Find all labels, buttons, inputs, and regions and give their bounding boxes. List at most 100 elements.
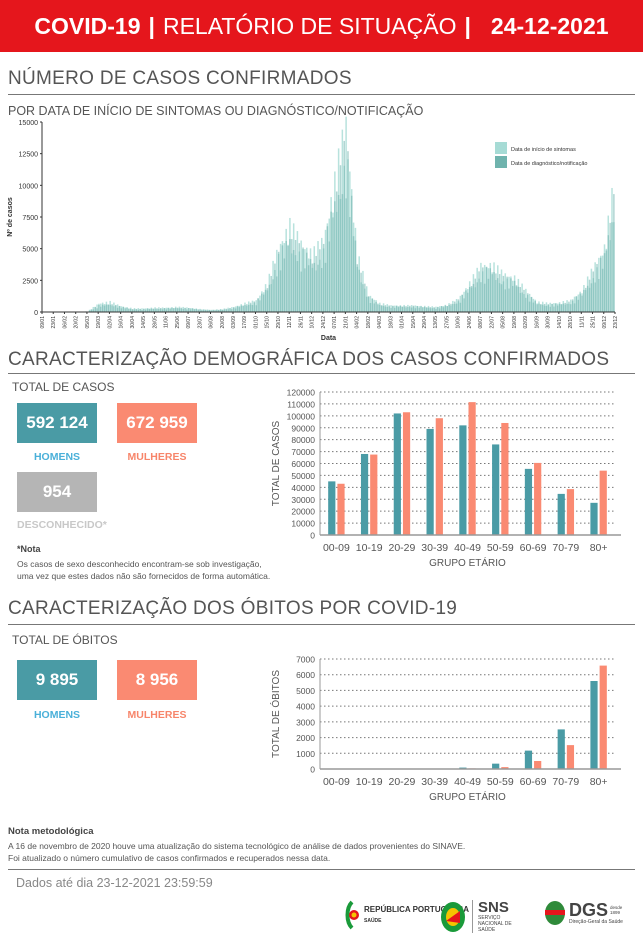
data-bar <box>197 309 199 312</box>
data-bar <box>508 288 510 312</box>
women-bar <box>402 412 411 535</box>
data-bar <box>465 290 467 312</box>
x-tick-label: 28/10 <box>568 316 574 329</box>
y-tick-label: 15000 <box>19 120 39 127</box>
data-bar <box>334 201 336 312</box>
data-bar <box>399 306 402 312</box>
x-tick-label: 04/02 <box>355 316 361 329</box>
data-bar <box>135 308 138 312</box>
y-tick-label: 0 <box>34 310 38 317</box>
data-bar <box>560 304 563 312</box>
data-bar <box>590 283 593 312</box>
x-tick-label: 22/07 <box>489 316 495 329</box>
data-bar <box>262 294 265 312</box>
data-bar <box>289 239 291 312</box>
data-bar <box>577 299 580 312</box>
data-bar <box>199 309 201 312</box>
data-bar <box>324 262 327 312</box>
data-bar <box>586 285 589 312</box>
men-bar <box>426 428 434 535</box>
data-bar <box>570 304 572 312</box>
data-bar <box>343 140 345 312</box>
data-bar <box>498 274 501 312</box>
method-note-line: Foi atualizado o número cumulativo de ca… <box>8 853 331 863</box>
data-bar <box>113 306 115 312</box>
data-bar <box>609 222 611 312</box>
men-bar <box>393 413 401 535</box>
data-bar <box>283 258 286 312</box>
data-bar <box>543 303 546 312</box>
data-bar <box>169 308 171 312</box>
x-tick-label: 06/08 <box>209 316 215 329</box>
data-bar <box>429 307 432 312</box>
data-bar <box>328 241 330 312</box>
x-tick-label: 16/09 <box>534 316 540 329</box>
men-label: HOMENS <box>33 451 81 463</box>
x-tick-label: 23/07 <box>197 316 203 329</box>
note-line: Os casos de sexo desconhecido encontram-… <box>17 559 262 569</box>
data-bar <box>483 283 486 312</box>
data-bar <box>459 302 462 312</box>
cases-by-age-chart: 0 10000 20000 30000 40000 50000 60000 70000 8000… <box>271 388 621 569</box>
data-bar <box>332 217 334 312</box>
x-tick-label: 24/12 <box>321 316 327 329</box>
data-bar <box>294 240 297 312</box>
data-bar <box>482 267 484 312</box>
data-bar <box>536 304 538 312</box>
dgs-logo: DGS desde 1899 Direção-Geral da Saúde <box>544 900 623 926</box>
data-bar <box>491 274 493 312</box>
data-bar <box>354 240 357 312</box>
y-tick-label: 7000 <box>296 655 315 665</box>
data-bar <box>223 309 226 312</box>
total-cases-label: TOTAL DE CASOS <box>12 380 115 394</box>
women-bar <box>566 745 575 769</box>
data-bar <box>422 307 424 312</box>
data-bar <box>457 299 460 312</box>
data-bar <box>553 306 555 312</box>
data-bar <box>322 243 325 312</box>
men-bar <box>524 750 533 769</box>
data-bar <box>311 263 314 312</box>
x-axis-title: GRUPO ETÁRIO <box>429 556 506 569</box>
sns-logo: SNS SERVIÇO NACIONAL DE SAÚDE <box>440 900 522 933</box>
data-bar <box>124 308 126 312</box>
x-tick-label: 26/11 <box>298 316 304 328</box>
data-bar <box>216 309 218 312</box>
data-bar <box>564 302 566 312</box>
data-bar <box>575 296 578 312</box>
x-tick-label: 80+ <box>590 776 608 788</box>
data-bar <box>382 305 385 312</box>
data-bar <box>287 245 289 312</box>
y-tick-label: 20000 <box>291 507 315 517</box>
data-bar <box>480 282 482 312</box>
legend-swatch <box>495 142 507 154</box>
data-bar <box>240 305 242 312</box>
data-bar <box>493 272 495 312</box>
data-bar <box>227 309 229 312</box>
data-bar <box>538 303 540 312</box>
note-line: uma vez que estes dados não são fornecid… <box>17 571 271 581</box>
divider <box>8 624 635 625</box>
x-tick-label: 12/11 <box>287 316 293 328</box>
x-tick-label: 05/03 <box>85 316 91 329</box>
data-bar <box>405 306 407 312</box>
data-bar <box>384 305 387 312</box>
x-tick-label: 23/12 <box>613 316 619 329</box>
data-bar <box>109 304 111 312</box>
data-bar <box>251 305 254 312</box>
data-bar <box>364 283 366 312</box>
x-tick-label: 70-79 <box>552 542 579 554</box>
x-tick-label: 20/08 <box>220 316 226 329</box>
data-bar <box>101 304 104 312</box>
dgs-emblem-icon <box>545 901 565 925</box>
cases-section-subtitle: POR DATA DE INÍCIO DE SINTOMAS OU DIAGNÓ… <box>8 104 424 118</box>
data-bar <box>379 304 381 312</box>
data-bar <box>585 287 587 312</box>
data-bar <box>126 307 128 312</box>
data-bar <box>412 305 415 312</box>
data-bar <box>568 301 570 312</box>
data-bar <box>468 287 471 312</box>
data-bar <box>397 307 400 312</box>
data-bar <box>347 151 349 312</box>
header-subtitle: RELATÓRIO DE SITUAÇÃO <box>162 12 457 39</box>
